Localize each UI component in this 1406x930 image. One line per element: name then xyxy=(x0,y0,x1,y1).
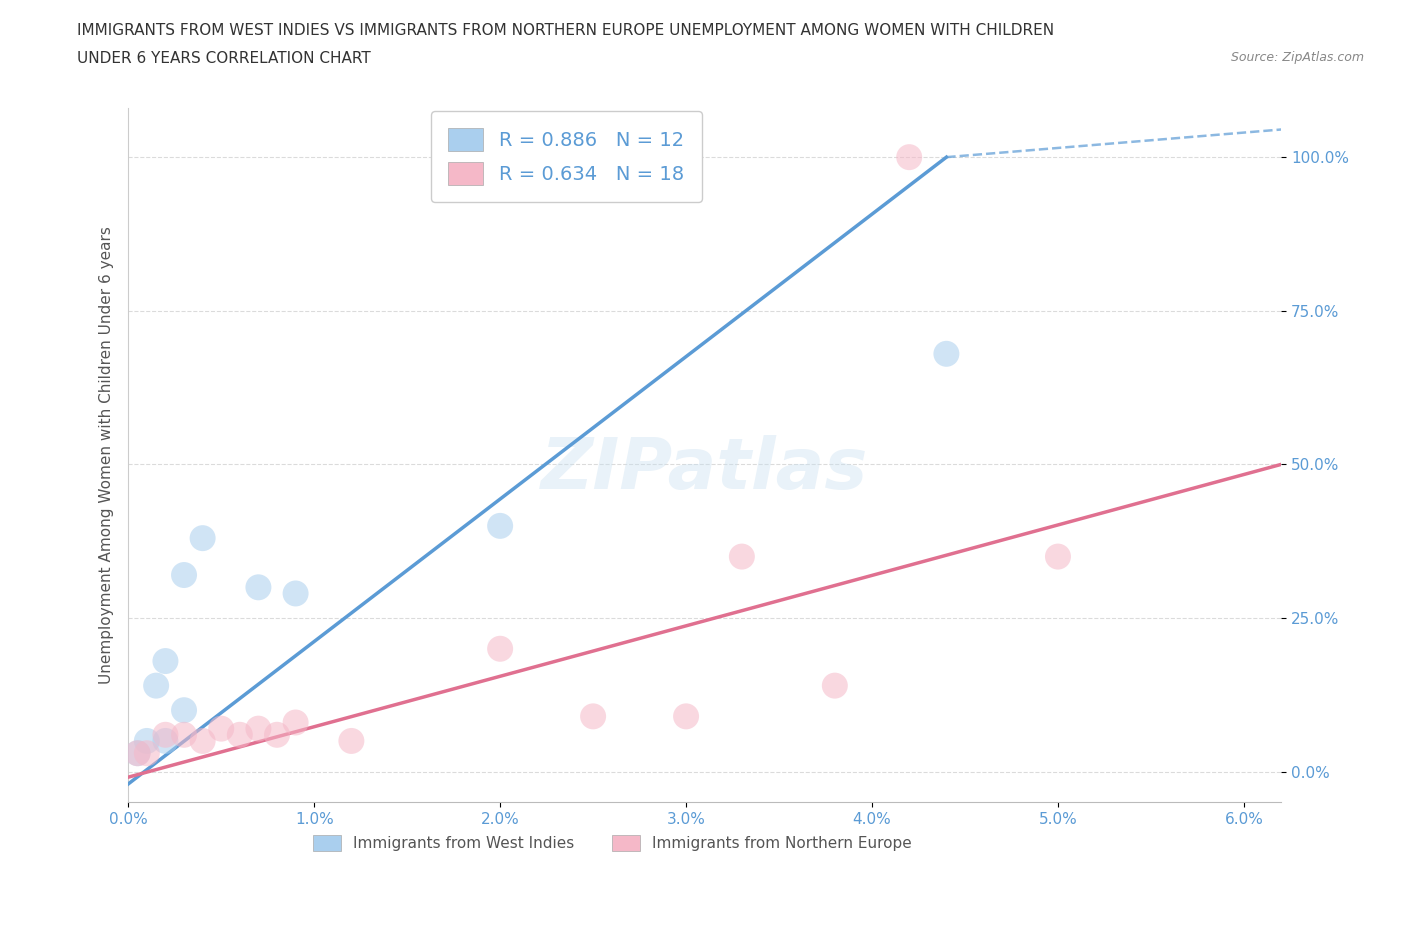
Point xyxy=(155,654,177,669)
Point xyxy=(145,678,167,693)
Point xyxy=(135,734,157,749)
Point xyxy=(898,150,921,165)
Legend: Immigrants from West Indies, Immigrants from Northern Europe: Immigrants from West Indies, Immigrants … xyxy=(307,829,918,857)
Point xyxy=(824,678,846,693)
Point xyxy=(284,586,307,601)
Text: Source: ZipAtlas.com: Source: ZipAtlas.com xyxy=(1230,51,1364,64)
Point xyxy=(247,721,270,736)
Point xyxy=(935,346,957,361)
Point xyxy=(489,642,512,657)
Point xyxy=(1046,549,1069,564)
Point xyxy=(209,721,232,736)
Point xyxy=(191,734,214,749)
Point xyxy=(155,734,177,749)
Point xyxy=(340,734,363,749)
Text: ZIPatlas: ZIPatlas xyxy=(541,434,869,503)
Point xyxy=(127,746,149,761)
Point xyxy=(191,531,214,546)
Point xyxy=(247,580,270,595)
Point xyxy=(284,715,307,730)
Text: UNDER 6 YEARS CORRELATION CHART: UNDER 6 YEARS CORRELATION CHART xyxy=(77,51,371,66)
Point xyxy=(229,727,252,742)
Point xyxy=(135,746,157,761)
Point xyxy=(127,746,149,761)
Point xyxy=(266,727,288,742)
Point xyxy=(489,518,512,533)
Point xyxy=(155,727,177,742)
Y-axis label: Unemployment Among Women with Children Under 6 years: Unemployment Among Women with Children U… xyxy=(100,226,114,684)
Text: IMMIGRANTS FROM WEST INDIES VS IMMIGRANTS FROM NORTHERN EUROPE UNEMPLOYMENT AMON: IMMIGRANTS FROM WEST INDIES VS IMMIGRANT… xyxy=(77,23,1054,38)
Point xyxy=(173,727,195,742)
Point xyxy=(731,549,754,564)
Point xyxy=(675,709,697,724)
Point xyxy=(173,567,195,582)
Point xyxy=(173,703,195,718)
Point xyxy=(582,709,605,724)
